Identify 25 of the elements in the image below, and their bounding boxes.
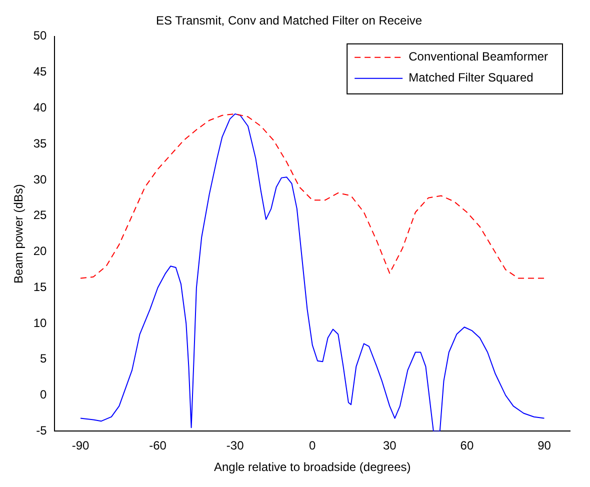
y-tick-label: 0 xyxy=(40,388,48,402)
y-tick-label: 15 xyxy=(33,280,48,294)
y-tick-label: 30 xyxy=(33,172,48,186)
y-tick-label: 40 xyxy=(33,100,48,114)
x-tick-label: 90 xyxy=(538,438,552,453)
legend-label: Matched Filter Squared xyxy=(408,70,534,85)
x-tick-label: -90 xyxy=(72,438,90,453)
y-tick-label: 20 xyxy=(33,244,48,258)
x-tick-label: 0 xyxy=(309,438,316,453)
y-axis-title: Beam power (dBs) xyxy=(12,184,26,284)
legend-label: Conventional Beamformer xyxy=(408,50,548,64)
x-axis-title: Angle relative to broadside (degrees) xyxy=(214,460,411,474)
y-tick-label: 35 xyxy=(33,136,48,150)
y-tick-label: 50 xyxy=(33,28,48,43)
y-tick-label: -5 xyxy=(36,424,48,438)
y-tick-label: 10 xyxy=(33,316,48,330)
x-tick-label: 30 xyxy=(382,438,397,453)
y-tick-label: 25 xyxy=(33,208,48,222)
chart-title: ES Transmit, Conv and Matched Filter on Receive xyxy=(156,14,422,28)
y-tick-label: 45 xyxy=(33,64,48,79)
x-tick-label: -60 xyxy=(149,438,167,453)
line-series xyxy=(80,113,545,279)
x-tick-label: 60 xyxy=(460,438,474,453)
x-tick-label: -30 xyxy=(226,438,244,453)
y-tick-label: 5 xyxy=(40,352,48,366)
